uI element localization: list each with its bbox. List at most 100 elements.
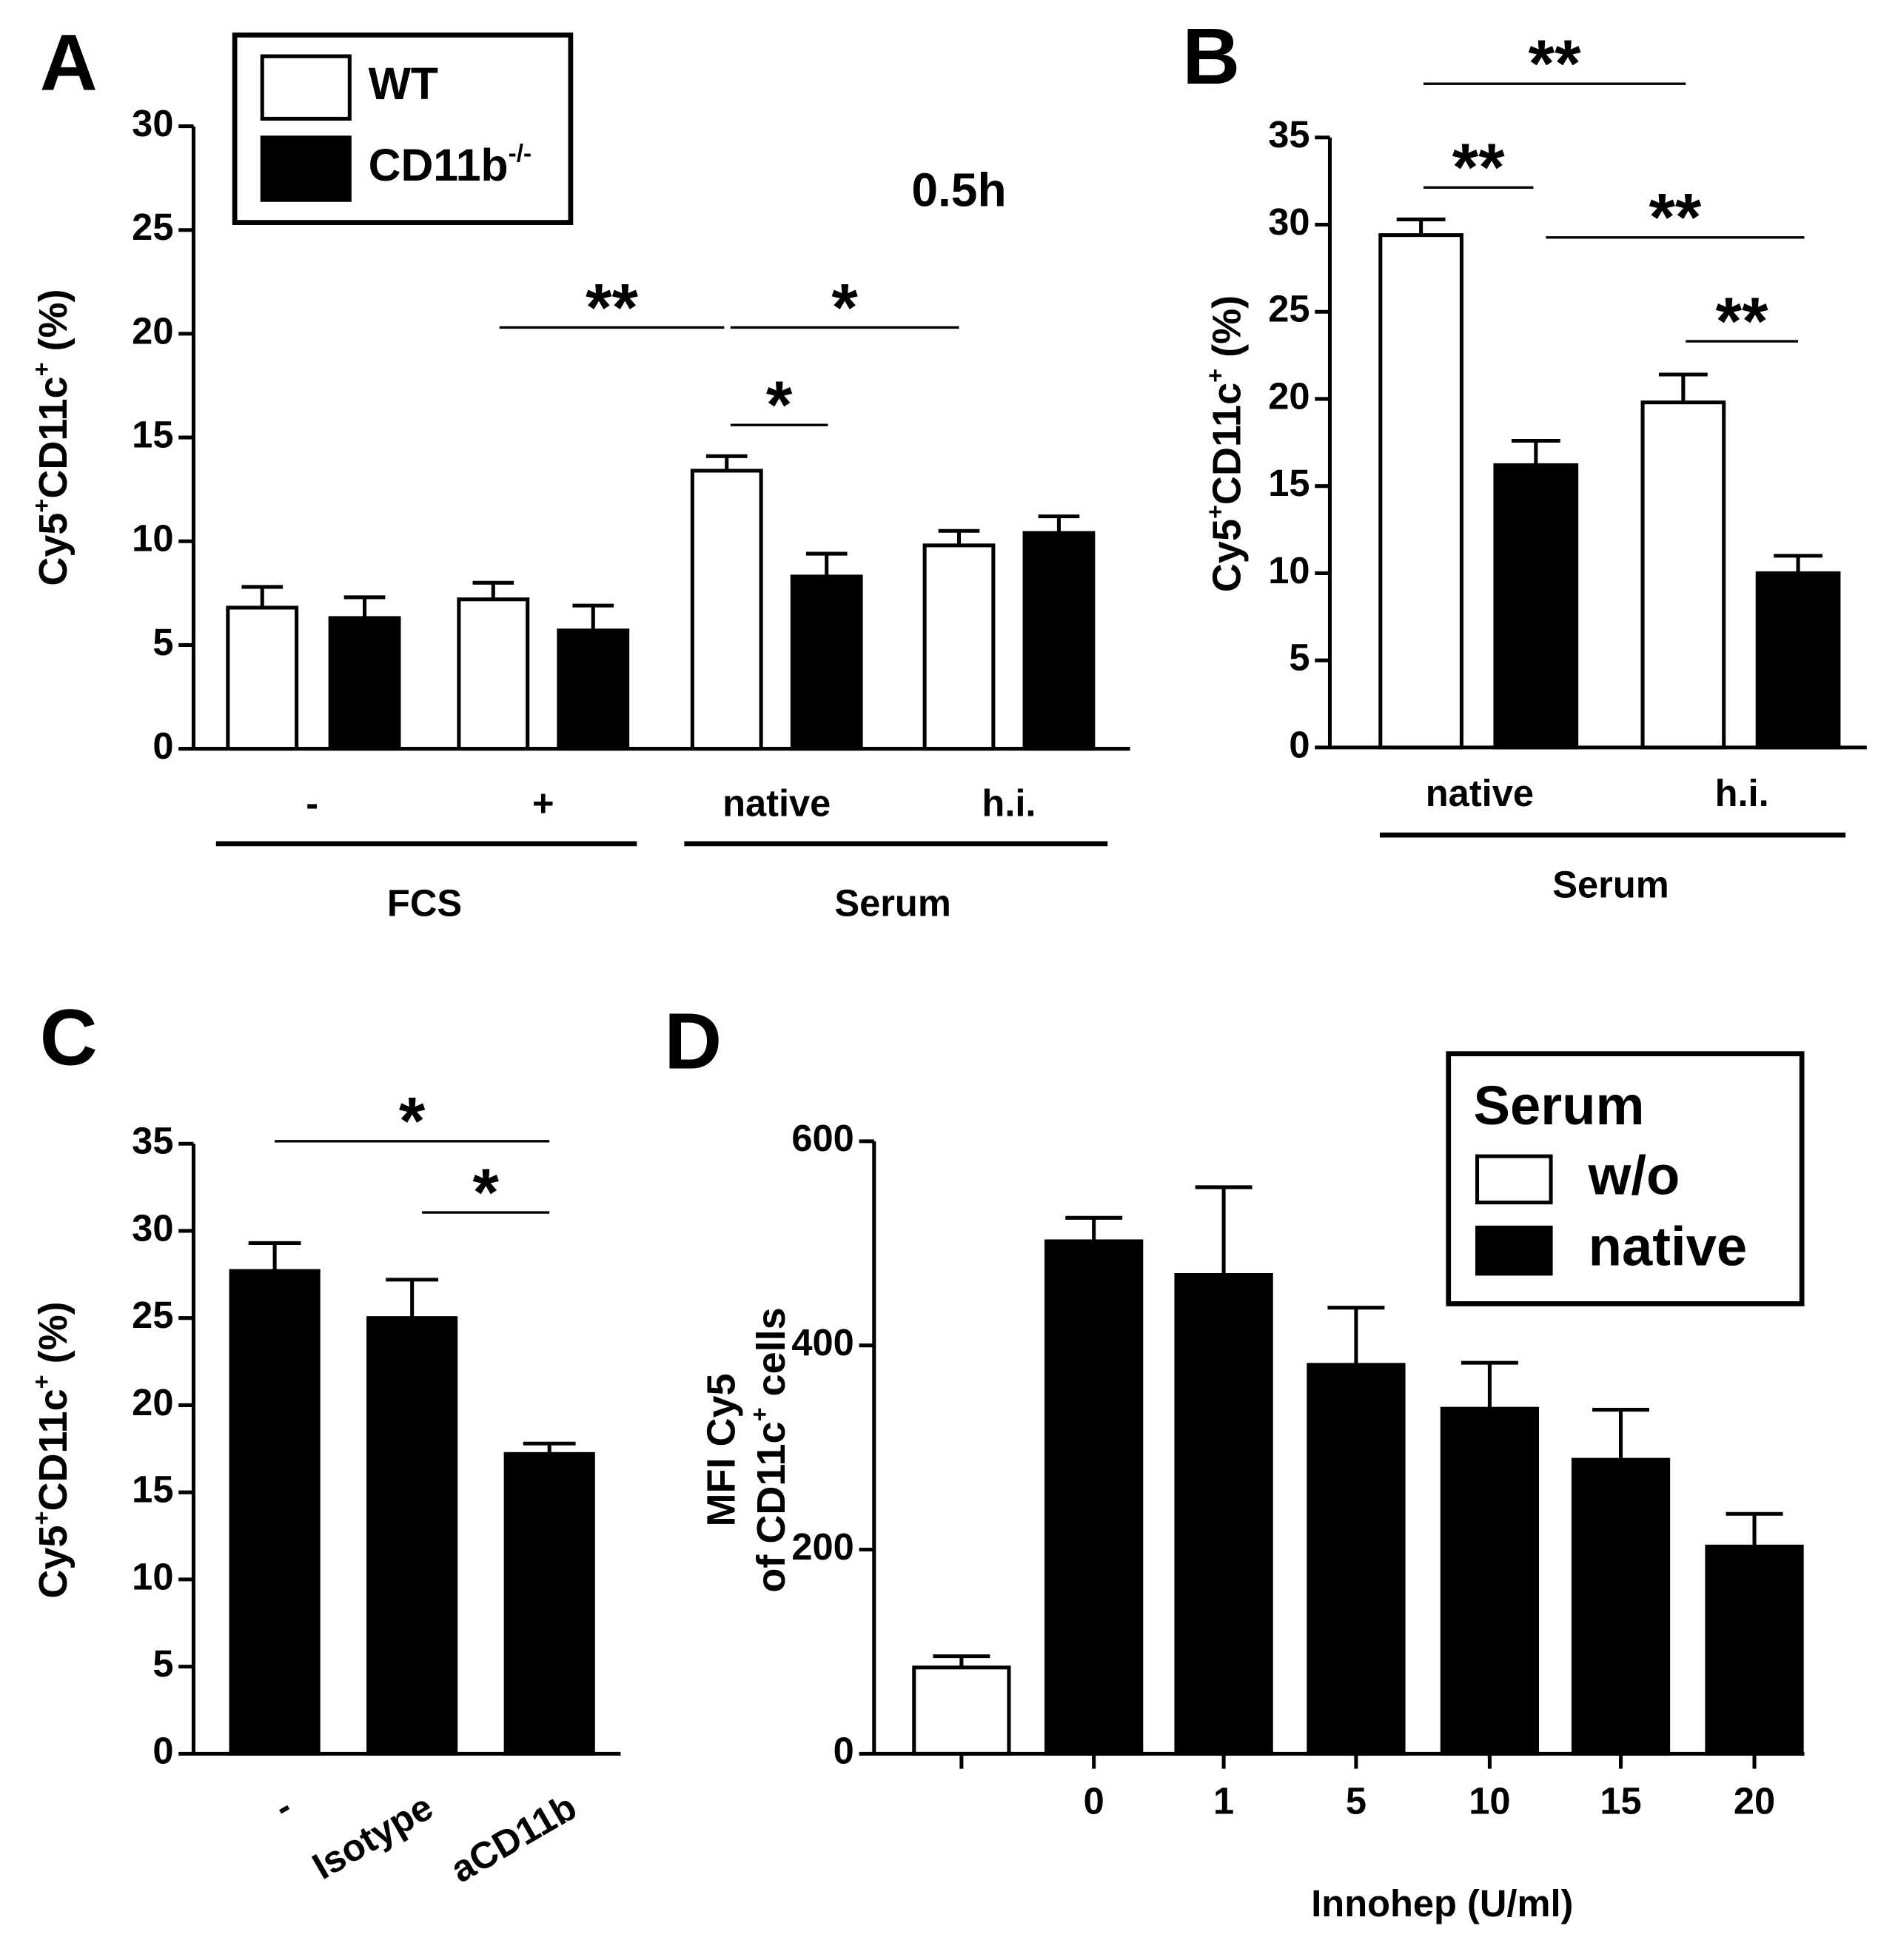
label-text: Cy5 <box>31 1525 76 1598</box>
y-tick-label: 10 <box>132 1555 173 1597</box>
axis-label: of CD11c+ cells <box>745 1307 794 1592</box>
bar <box>503 1451 595 1756</box>
y-tick-label: 20 <box>132 309 173 352</box>
error-bar <box>1461 1360 1518 1409</box>
bar <box>1022 531 1096 751</box>
x-tick-label: 1 <box>1213 1779 1234 1822</box>
y-tick-label: 25 <box>132 1294 173 1336</box>
y-tick-label: 10 <box>132 517 173 560</box>
error-bar <box>523 1441 576 1454</box>
y-tick-label: 0 <box>152 725 173 767</box>
y-tick-label: 5 <box>152 1642 173 1685</box>
error-bar <box>1065 1215 1123 1242</box>
label-sup: + <box>745 1407 772 1421</box>
significance-label: ** <box>1452 130 1505 205</box>
significance-label: ** <box>586 269 638 345</box>
legend-swatch <box>260 54 352 121</box>
y-tick-label: 15 <box>132 413 173 455</box>
y-tick-label: 200 <box>791 1526 854 1568</box>
axis-label: Cy5+CD11c+ (%) <box>27 289 76 585</box>
legend-label: w/o <box>1588 1144 1680 1206</box>
label-text: CD11c <box>31 376 76 498</box>
bar <box>1307 1363 1406 1756</box>
legend-title: Serum <box>1473 1075 1644 1136</box>
error-bar <box>472 580 514 600</box>
bar <box>1440 1406 1540 1756</box>
x-tick-label: native <box>722 782 831 825</box>
y-tick-label: 0 <box>834 1730 854 1772</box>
x-tick-label: + <box>532 782 554 825</box>
y-tick-label: 400 <box>791 1321 854 1363</box>
significance-label: ** <box>1529 26 1581 101</box>
label-sup: + <box>1201 505 1228 519</box>
group-label: Serum <box>1552 863 1669 905</box>
label-text: Cy5 <box>1205 519 1250 592</box>
significance-label: * <box>399 1084 426 1159</box>
bar <box>328 616 401 751</box>
bar <box>1493 463 1579 750</box>
group-label: FCS <box>387 882 462 924</box>
y-tick-label: 10 <box>1268 549 1310 591</box>
bar <box>366 1316 458 1756</box>
error-bar <box>938 528 980 546</box>
significance-label: * <box>831 269 858 345</box>
y-tick-label: 0 <box>152 1730 173 1772</box>
y-tick-label: 35 <box>132 1120 173 1162</box>
bar <box>690 469 763 751</box>
y-tick-label: 30 <box>132 102 173 144</box>
error-bar <box>1396 217 1446 235</box>
x-tick-label: - <box>266 1785 298 1828</box>
label-sup: + <box>27 499 54 513</box>
significance-label: * <box>766 367 793 443</box>
legend-swatch <box>1475 1154 1553 1205</box>
bar <box>1571 1457 1671 1756</box>
bar <box>1378 233 1463 750</box>
error-bar <box>1726 1511 1783 1547</box>
bar <box>1755 571 1841 750</box>
legend-swatch <box>1475 1225 1553 1276</box>
y-tick-label: 15 <box>1268 462 1310 504</box>
y-tick-label: 20 <box>132 1381 173 1423</box>
error-bar <box>1327 1306 1385 1365</box>
label-text: cells <box>749 1307 794 1407</box>
y-tick-label: 15 <box>132 1469 173 1511</box>
y-tick-label: 30 <box>1268 201 1310 243</box>
legend-label: WT <box>369 58 438 109</box>
y-tick-label: 0 <box>1289 723 1310 765</box>
label-text: of CD11c <box>749 1421 794 1592</box>
bar <box>1174 1272 1273 1756</box>
group-label: Serum <box>834 882 950 924</box>
error-bar <box>248 1241 301 1272</box>
panel-letter: A <box>40 17 98 107</box>
bar <box>457 597 530 751</box>
label-text: (%) <box>31 289 76 362</box>
label-text: CD11c <box>1205 383 1250 505</box>
panel-letter: B <box>1182 11 1240 101</box>
x-tick-label: aCD11b <box>443 1785 583 1890</box>
x-tick-label: 0 <box>1084 1779 1104 1822</box>
y-tick-label: 25 <box>132 206 173 248</box>
y-tick-label: 5 <box>1289 637 1310 679</box>
bar <box>912 1665 1011 1756</box>
bar <box>790 574 863 751</box>
legend-label: native <box>1589 1215 1747 1277</box>
x-tick-label: native <box>1426 772 1534 814</box>
error-bar <box>572 603 614 631</box>
legend-label: CD11b-/- <box>369 140 531 190</box>
error-bar <box>1592 1408 1649 1460</box>
x-tick-label: Isotype <box>305 1785 440 1887</box>
axis-label: Cy5+CD11c+ (%) <box>1201 295 1250 592</box>
x-tick-label: 20 <box>1734 1779 1775 1822</box>
error-bar <box>933 1654 990 1668</box>
error-bar <box>1658 372 1708 403</box>
legend-text: CD11b <box>369 140 509 190</box>
bar <box>229 1269 321 1756</box>
annotation: 0.5h <box>911 164 1006 217</box>
y-tick-label: 600 <box>791 1117 854 1159</box>
x-tick-label: 5 <box>1346 1779 1367 1822</box>
y-tick-label: 25 <box>1268 288 1310 330</box>
label-sup: + <box>1201 369 1228 383</box>
label-text: Cy5 <box>31 513 76 586</box>
bar <box>1705 1544 1804 1756</box>
